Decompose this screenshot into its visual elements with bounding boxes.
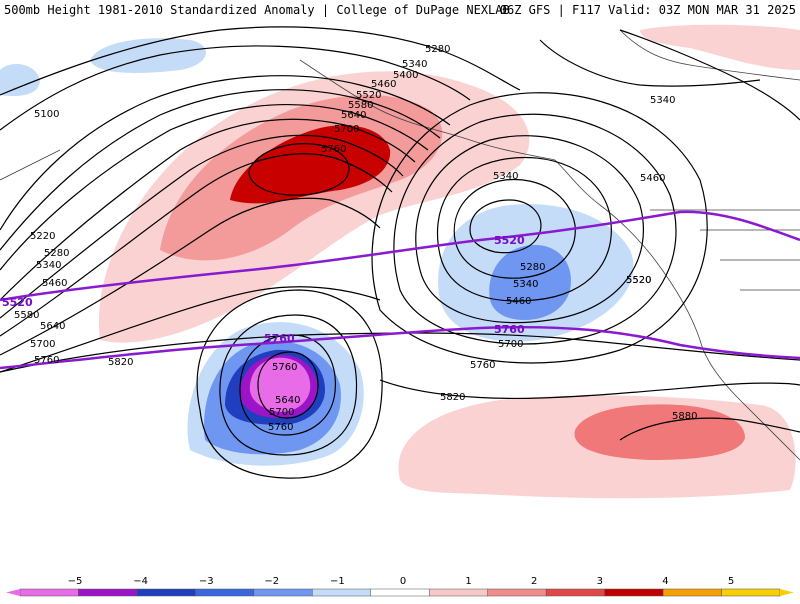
contour-label: 5400: [393, 70, 418, 81]
contour-label: 5760: [34, 355, 59, 366]
legend-swatch: [545, 588, 605, 597]
contour-label: 5880: [672, 411, 697, 422]
contour-5760-highlight: [0, 325, 800, 370]
header-bar: 500mb Height 1981-2010 Standardized Anom…: [0, 0, 800, 22]
contour-label: 5520: [356, 90, 381, 101]
color-legend: −5 −4 −3 −2 −1 0 1 2 3 4 5: [0, 572, 800, 600]
legend-bar: [6, 588, 794, 597]
legend-swatch: [662, 588, 722, 597]
contour-label: 5280: [44, 248, 69, 259]
contour-label: 5700: [334, 124, 359, 135]
legend-tick-label: 4: [662, 576, 668, 587]
contour-label: 5520: [626, 275, 651, 286]
legend-tick-label: 2: [531, 576, 537, 587]
legend-swatch: [487, 588, 547, 597]
contour-label: 5580: [14, 310, 39, 321]
legend-swatch: [604, 588, 664, 597]
legend-tick-label: −4: [133, 576, 148, 587]
legend-arrow-right: [780, 589, 794, 596]
contour-5520-highlight: [0, 210, 800, 302]
contour-label: 5460: [506, 296, 531, 307]
highlight-label: 5760: [264, 332, 295, 345]
legend-tick-label: 5: [728, 576, 734, 587]
contour-label: 5460: [640, 173, 665, 184]
contour-label: 5820: [440, 392, 465, 403]
legend-swatch: [136, 588, 196, 597]
legend-tick-label: −3: [199, 576, 214, 587]
positive-anomaly-ne: [640, 24, 800, 70]
map-title: 500mb Height 1981-2010 Standardized Anom…: [4, 3, 510, 17]
legend-swatch: [428, 588, 488, 597]
contour-label: 5760: [470, 360, 495, 371]
contour-label: 5340: [650, 95, 675, 106]
legend-svg: −5 −4 −3 −2 −1 0 1 2 3 4 5: [6, 576, 794, 597]
positive-anomaly-strong: [230, 125, 391, 204]
contour-label: 5760: [268, 422, 293, 433]
contour-label: 5280: [520, 262, 545, 273]
highlight-label: 5520: [2, 296, 33, 309]
map-panel: 5100 5220 5280 5340 5460 5580 5640 5700 …: [0, 22, 800, 572]
legend-swatch: [78, 588, 138, 597]
contour-label: 5700: [269, 407, 294, 418]
height-contours: [0, 26, 800, 479]
legend-tick-label: −2: [264, 576, 279, 587]
highlight-labels: 5520 5520 5760 5760: [2, 234, 525, 345]
highlight-label: 5760: [494, 323, 525, 336]
negative-anomaly-core2: [249, 357, 311, 412]
negative-anomaly-nw2: [0, 64, 40, 97]
anomaly-shading: [0, 24, 800, 499]
legend-arrow-left: [6, 589, 20, 596]
contour-label: 5640: [40, 321, 65, 332]
negative-anomaly-nw: [90, 38, 207, 73]
contour-label: 5520: [626, 275, 651, 286]
legend-swatch: [253, 588, 313, 597]
contour-label: 5820: [108, 357, 133, 368]
legend-swatch: [19, 588, 79, 597]
contour-label: 5100: [34, 109, 59, 120]
highlight-label: 5520: [494, 234, 525, 247]
contour-label: 5760: [272, 362, 297, 373]
legend-tick-label: 3: [597, 576, 603, 587]
legend-swatch: [195, 588, 255, 597]
positive-anomaly-se-mid: [574, 404, 745, 460]
contour-label: 5280: [425, 44, 450, 55]
contour-label: 5760: [321, 144, 346, 155]
legend-tick-label: −5: [68, 576, 83, 587]
contour-label: 5340: [493, 171, 518, 182]
contour-label: 5640: [341, 110, 366, 121]
legend-tick-label: 1: [465, 576, 471, 587]
run-info: 06Z GFS | F117 Valid: 03Z MON MAR 31 202…: [499, 3, 796, 17]
legend-swatch: [370, 588, 430, 597]
contour-label: 5640: [275, 395, 300, 406]
contour-label: 5460: [371, 79, 396, 90]
contour-label: 5580: [348, 100, 373, 111]
contour-label: 5700: [30, 339, 55, 350]
map-svg: 5100 5220 5280 5340 5460 5580 5640 5700 …: [0, 24, 800, 499]
highlight-contours: [0, 210, 800, 370]
contour-label: 5460: [42, 278, 67, 289]
contour-label: 5700: [498, 339, 523, 350]
legend-tick-label: −1: [330, 576, 345, 587]
contour-label: 5340: [36, 260, 61, 271]
legend-swatch: [312, 588, 372, 597]
contour-label: 5340: [513, 279, 538, 290]
contour-label: 5220: [30, 231, 55, 242]
contour-label: 5340: [402, 59, 427, 70]
legend-ticks: −5 −4 −3 −2 −1 0 1 2 3 4 5: [68, 576, 735, 587]
contour-labels: 5100 5220 5280 5340 5460 5580 5640 5700 …: [14, 44, 697, 433]
legend-swatch: [721, 588, 781, 597]
legend-tick-label: 0: [400, 576, 406, 587]
